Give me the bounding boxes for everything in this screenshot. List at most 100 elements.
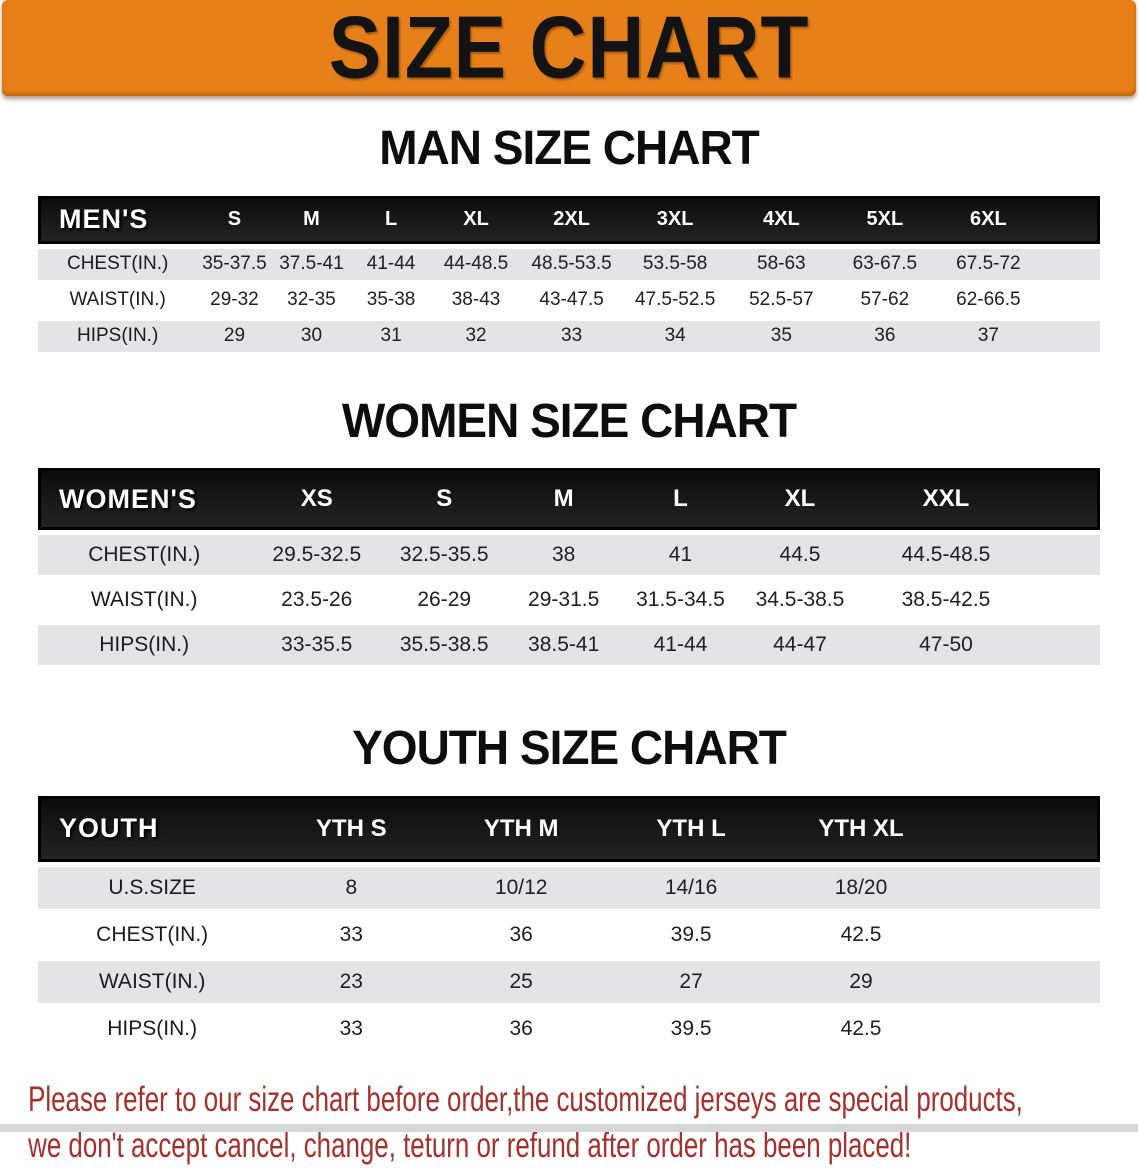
value-cell: 26-29 <box>383 580 506 621</box>
youth-size-chart-title: YOUTH SIZE CHART <box>352 719 787 775</box>
header-filler-cell <box>945 795 1100 862</box>
size-header-cell: M <box>505 468 623 531</box>
value-cell: 36 <box>436 1007 607 1050</box>
row-label-cell: CHEST(IN.) <box>38 913 267 956</box>
table-row: HIPS(IN.) 33-35.5 35.5-38.5 38.5-41 41-44 44-… <box>38 625 1100 666</box>
value-cell: 47.5-52.5 <box>622 284 729 316</box>
row-filler-cell <box>1030 535 1100 576</box>
row-filler-cell <box>1041 320 1100 352</box>
women-size-table: WOMEN'S XS S M L XL XXL CHEST(IN.) 29.5-32.5 32.5… <box>38 463 1100 670</box>
table-header-row: WOMEN'S XS S M L XL XXL <box>38 468 1100 531</box>
row-filler-cell <box>945 866 1100 909</box>
size-header-cell: 6XL <box>935 195 1042 244</box>
table-row: WAIST(IN.) 23.5-26 26-29 29-31.5 31.5-34.5 34… <box>38 580 1100 621</box>
value-cell: 57-62 <box>834 284 936 316</box>
value-cell: 25 <box>436 960 607 1003</box>
table-row: U.S.SIZE 8 10/12 14/16 18/20 <box>38 866 1100 909</box>
table-header-row: YOUTH YTH S YTH M YTH L YTH XL <box>38 795 1100 862</box>
table-header-row: MEN'S S M L XL 2XL 3XL 4XL 5XL 6XL <box>38 195 1100 244</box>
table-row: HIPS(IN.) 33 36 39.5 42.5 <box>38 1007 1100 1050</box>
row-filler-cell <box>1041 248 1100 280</box>
size-header-cell: L <box>351 195 431 244</box>
header-filler-cell <box>1030 468 1100 531</box>
value-cell: 39.5 <box>606 1007 777 1050</box>
value-cell: 37 <box>935 320 1042 352</box>
size-header-cell: YTH M <box>436 795 607 862</box>
value-cell: 31 <box>351 320 431 352</box>
table-row: CHEST(IN.) 35-37.5 37.5-41 41-44 44-48.5 48.5… <box>38 248 1100 280</box>
value-cell: 44-48.5 <box>430 248 522 280</box>
row-label-cell: CHEST(IN.) <box>38 535 251 576</box>
size-header-cell: S <box>197 195 272 244</box>
disclaimer-line-1: Please refer to our size chart before or… <box>28 1079 1023 1119</box>
value-cell: 23 <box>266 960 437 1003</box>
size-header-cell: 3XL <box>622 195 729 244</box>
value-cell: 30 <box>271 320 352 352</box>
value-cell: 41-44 <box>622 625 739 666</box>
value-cell: 32-35 <box>271 284 352 316</box>
row-filler-cell <box>945 960 1100 1003</box>
youth-size-table: YOUTH YTH S YTH M YTH L YTH XL U.S.SIZE 8 10/12… <box>38 791 1100 1055</box>
value-cell: 63-67.5 <box>834 248 936 280</box>
table-title-cell: YOUTH <box>38 795 267 862</box>
value-cell: 33 <box>266 1007 437 1050</box>
value-cell: 42.5 <box>776 1007 946 1050</box>
women-size-chart-title: WOMEN SIZE CHART <box>341 392 797 447</box>
value-cell: 27 <box>606 960 777 1003</box>
value-cell: 36 <box>436 913 607 956</box>
size-header-cell: XL <box>430 195 522 244</box>
table-row: CHEST(IN.) 33 36 39.5 42.5 <box>38 913 1100 956</box>
size-header-cell: XL <box>738 468 862 531</box>
value-cell: 38.5-41 <box>505 625 623 666</box>
row-label-cell: HIPS(IN.) <box>38 1007 267 1050</box>
value-cell: 33-35.5 <box>250 625 384 666</box>
size-header-cell: 2XL <box>521 195 623 244</box>
value-cell: 34 <box>622 320 729 352</box>
size-header-cell: XXL <box>861 468 1031 531</box>
banner-title: SIZE CHART <box>328 0 810 97</box>
value-cell: 37.5-41 <box>271 248 352 280</box>
value-cell: 52.5-57 <box>728 284 835 316</box>
value-cell: 34.5-38.5 <box>738 580 862 621</box>
size-table: MEN'S S M L XL 2XL 3XL 4XL 5XL 6XL CHEST(IN.) 35-37… <box>38 191 1100 357</box>
table-row: WAIST(IN.) 29-32 32-35 35-38 38-43 43-47.5 47.… <box>38 284 1100 316</box>
row-label-cell: WAIST(IN.) <box>38 284 198 316</box>
value-cell: 42.5 <box>776 913 946 956</box>
value-cell: 38.5-42.5 <box>861 580 1031 621</box>
value-cell: 41 <box>622 535 739 576</box>
table-title-cell: MEN'S <box>38 195 198 244</box>
value-cell: 29-32 <box>197 284 272 316</box>
value-cell: 48.5-53.5 <box>521 248 623 280</box>
value-cell: 14/16 <box>606 866 777 909</box>
row-label-cell: WAIST(IN.) <box>38 580 251 621</box>
value-cell: 39.5 <box>606 913 777 956</box>
men-size-table: MEN'S S M L XL 2XL 3XL 4XL 5XL 6XL CHEST(IN.) 35-37… <box>38 191 1100 357</box>
value-cell: 38-43 <box>430 284 522 316</box>
size-header-cell: S <box>383 468 506 531</box>
row-label-cell: U.S.SIZE <box>38 866 267 909</box>
value-cell: 8 <box>266 866 437 909</box>
value-cell: 23.5-26 <box>250 580 384 621</box>
size-header-cell: YTH L <box>606 795 777 862</box>
value-cell: 41-44 <box>351 248 431 280</box>
value-cell: 44.5 <box>738 535 862 576</box>
value-cell: 35 <box>728 320 835 352</box>
row-label-cell: HIPS(IN.) <box>38 625 251 666</box>
value-cell: 53.5-58 <box>622 248 729 280</box>
row-label-cell: HIPS(IN.) <box>38 320 198 352</box>
value-cell: 31.5-34.5 <box>622 580 739 621</box>
size-header-cell: M <box>271 195 352 244</box>
table-row: CHEST(IN.) 29.5-32.5 32.5-35.5 38 41 44.5 44.5… <box>38 535 1100 576</box>
table-row: HIPS(IN.) 29 30 31 32 33 34 35 36 37 <box>38 320 1100 352</box>
value-cell: 33 <box>266 913 437 956</box>
value-cell: 32 <box>430 320 522 352</box>
size-header-cell: YTH S <box>266 795 437 862</box>
size-table: WOMEN'S XS S M L XL XXL CHEST(IN.) 29.5-32.5 32.5… <box>38 463 1100 670</box>
value-cell: 44.5-48.5 <box>861 535 1031 576</box>
row-filler-cell <box>945 1007 1100 1050</box>
value-cell: 35-37.5 <box>197 248 272 280</box>
size-header-cell: L <box>622 468 739 531</box>
table-row: WAIST(IN.) 23 25 27 29 <box>38 960 1100 1003</box>
size-chart-banner: SIZE CHART <box>2 0 1136 96</box>
value-cell: 62-66.5 <box>935 284 1042 316</box>
